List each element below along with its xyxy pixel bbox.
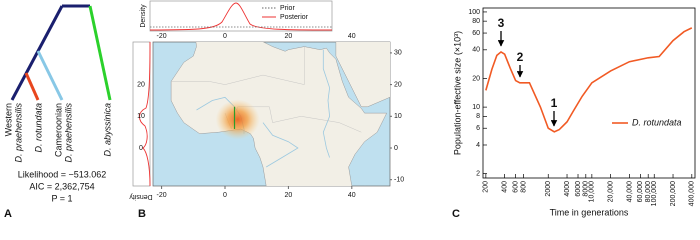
y-tick-label: 40	[472, 47, 480, 54]
tree-panel: Western D. praehensilis D. rotundata Cam…	[3, 4, 112, 220]
y-tick-label: 0	[139, 145, 143, 152]
y-tick-label: -10	[394, 177, 404, 184]
x-tick-label: 100,000	[651, 181, 658, 206]
density-box	[149, 0, 333, 32]
y-tick-label: 0	[394, 145, 398, 152]
taxon-label: Cameroonian	[53, 103, 63, 157]
x-tick-label: 2000	[545, 181, 552, 197]
branch	[10, 5, 64, 101]
legend-label: Posterior	[280, 14, 309, 21]
density-label: Density	[129, 193, 153, 200]
y-tick-label: 100	[468, 9, 480, 16]
x-tick-label: 200,000	[670, 181, 677, 206]
y-tick-label: 80	[472, 18, 480, 25]
x-axis-label: Time in generations	[550, 207, 629, 217]
land	[170, 42, 390, 186]
y-tick-label: 10	[472, 104, 480, 111]
map-panel: Density Prior Posterior Density B -20 -20…	[129, 0, 404, 220]
branch	[36, 50, 64, 101]
y-tick-label: 8	[476, 113, 480, 120]
continent	[335, 42, 390, 108]
legend-label: D. rotundata	[632, 117, 682, 127]
x-tick-label: 800	[520, 181, 527, 193]
figure: Western D. praehensilis D. rotundata Cam…	[3, 0, 696, 220]
river	[262, 122, 299, 168]
y-tick-label: 20	[137, 81, 145, 88]
x-tick-label: -20	[157, 192, 167, 199]
taxon-label: Western	[3, 103, 13, 136]
x-tick-label: 400,000	[689, 181, 696, 206]
y-tick-label: 10	[137, 113, 145, 120]
branch	[88, 5, 112, 101]
x-tick-label: 200	[483, 181, 490, 193]
x-tick-label: 40	[348, 33, 356, 40]
y-tick-label: 4	[476, 142, 480, 149]
x-tick-label: 60,000	[637, 181, 644, 203]
x-tick-label: 40,000	[626, 181, 633, 203]
x-tick-label: 20	[285, 192, 293, 199]
annotation: 1	[551, 96, 558, 110]
panel-label: B	[138, 208, 146, 220]
line-chart: Population-effective size (×10³) Time in…	[452, 7, 696, 220]
annotation: 2	[517, 50, 524, 64]
y-tick-label: 6	[476, 125, 480, 132]
stat-text: Likelihood = −513.062	[18, 169, 107, 179]
x-tick-label: -20	[157, 33, 167, 40]
taxon-label: D. abyssinica	[102, 103, 112, 157]
x-tick-label: 400	[501, 181, 508, 193]
x-tick-label: 40	[348, 192, 356, 199]
river	[322, 49, 331, 158]
x-tick-label: 20	[285, 33, 293, 40]
y-tick-label: 20	[472, 75, 480, 82]
x-tick-label: 10,000	[589, 181, 596, 203]
x-tick-label: 600	[512, 181, 519, 193]
stat-text: P = 1	[51, 193, 72, 203]
x-tick-label: 0	[223, 192, 227, 199]
annotation: 3	[498, 16, 505, 30]
panel-label: C	[452, 208, 460, 220]
x-tick-label: 20,000	[607, 181, 614, 203]
taxon-label: D. praehensilis	[13, 103, 23, 163]
y-tick-label: 20	[394, 81, 402, 88]
x-tick-label: 0	[223, 33, 227, 40]
posterior-hotspot	[215, 99, 260, 140]
plot-frame	[482, 7, 696, 179]
posterior-density	[149, 2, 333, 31]
density-box	[132, 41, 151, 187]
x-tick-label: 8000	[583, 181, 590, 197]
y-tick-label: 30	[394, 50, 402, 57]
y-tick-label: 60	[472, 30, 480, 37]
border	[171, 46, 305, 85]
taxon-label: D. rotundata	[33, 103, 43, 153]
continent	[170, 42, 388, 186]
y-tick-label: 2	[476, 170, 480, 177]
branch	[24, 72, 40, 101]
y-tick-label: 10	[394, 113, 402, 120]
legend-label: Prior	[280, 5, 295, 12]
x-tick-label: 6000	[575, 181, 582, 197]
density-label: Density	[140, 4, 147, 28]
stat-text: AIC = 2,362,754	[29, 181, 94, 191]
x-tick-label: 80,000	[645, 181, 652, 203]
series-line	[485, 27, 693, 133]
island	[364, 185, 367, 186]
taxon-label: D. praehensilis	[63, 103, 73, 163]
panel-label: A	[4, 208, 12, 220]
posterior-density	[139, 41, 151, 187]
y-axis-label: Population-effective size (×10³)	[452, 31, 462, 155]
x-tick-label: 4000	[564, 181, 571, 197]
